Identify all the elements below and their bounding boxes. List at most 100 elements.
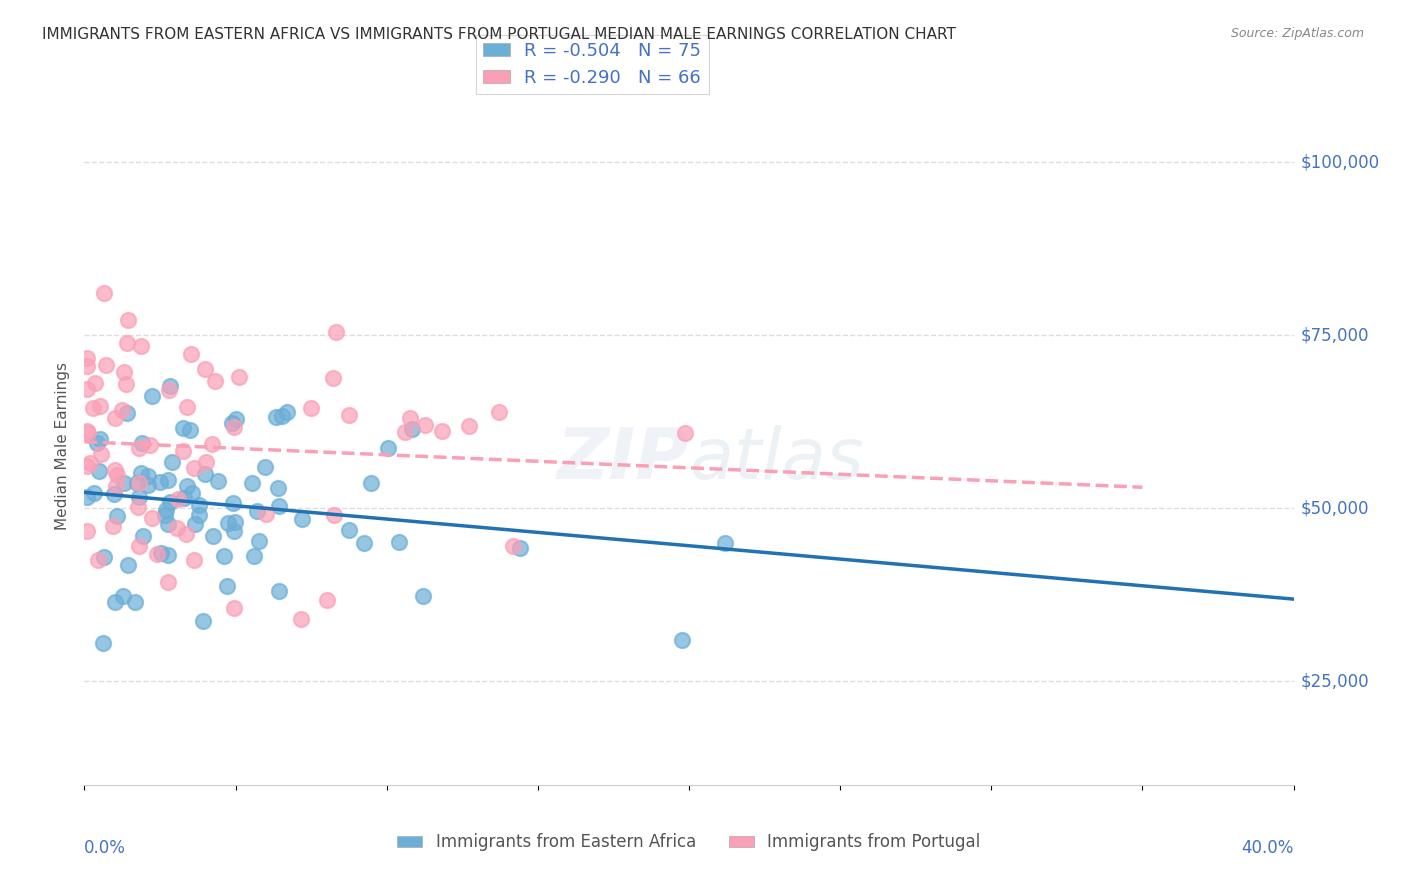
Point <box>112 475 135 490</box>
Point <box>83 486 105 500</box>
Point <box>509 541 531 555</box>
Point <box>246 503 269 517</box>
Point <box>388 535 411 549</box>
Point <box>193 614 215 628</box>
Point <box>240 475 263 490</box>
Point <box>76 424 98 438</box>
Y-axis label: Median Male Earnings: Median Male Earnings <box>55 362 70 530</box>
Point <box>159 495 181 509</box>
Point <box>76 351 98 365</box>
Text: Source: ZipAtlas.com: Source: ZipAtlas.com <box>1230 27 1364 40</box>
Text: $75,000: $75,000 <box>1301 326 1369 344</box>
Point <box>184 516 207 531</box>
Point <box>141 389 163 403</box>
Point <box>82 401 104 416</box>
Point <box>714 536 737 550</box>
Point <box>267 481 290 495</box>
Point <box>488 405 510 419</box>
Point <box>112 365 135 379</box>
Point <box>90 447 112 461</box>
Point <box>671 632 693 647</box>
Point <box>204 374 226 388</box>
Point <box>104 411 127 425</box>
Point <box>87 464 110 478</box>
Point <box>86 435 108 450</box>
Point <box>159 379 181 393</box>
Text: $25,000: $25,000 <box>1301 673 1369 690</box>
Point <box>299 401 322 415</box>
Point <box>149 475 172 490</box>
Point <box>76 425 98 440</box>
Point <box>325 325 347 339</box>
Point <box>76 490 98 504</box>
Point <box>166 521 188 535</box>
Text: 0.0%: 0.0% <box>84 839 127 857</box>
Point <box>89 399 111 413</box>
Legend: Immigrants from Eastern Africa, Immigrants from Portugal: Immigrants from Eastern Africa, Immigran… <box>391 827 987 858</box>
Point <box>222 524 245 538</box>
Point <box>136 469 159 483</box>
Point <box>128 441 150 455</box>
Point <box>224 601 246 615</box>
Point <box>224 420 246 434</box>
Point <box>270 409 292 424</box>
Point <box>79 456 101 470</box>
Point <box>180 347 202 361</box>
Point <box>141 511 163 525</box>
Point <box>87 553 110 567</box>
Point <box>129 466 152 480</box>
Point <box>221 417 243 431</box>
Point <box>129 338 152 352</box>
Point <box>146 547 169 561</box>
Point <box>115 336 138 351</box>
Point <box>200 437 222 451</box>
Point <box>128 476 150 491</box>
Point <box>360 476 382 491</box>
Point <box>91 636 114 650</box>
Point <box>160 455 183 469</box>
Point <box>267 583 290 598</box>
Point <box>105 509 128 524</box>
Point <box>176 400 198 414</box>
Point <box>104 595 127 609</box>
Point <box>157 548 180 562</box>
Point <box>458 418 481 433</box>
Point <box>117 558 139 573</box>
Point <box>243 549 266 563</box>
Point <box>157 384 180 398</box>
Point <box>212 549 235 563</box>
Point <box>247 534 270 549</box>
Point <box>115 377 138 392</box>
Point <box>104 463 127 477</box>
Point <box>225 411 247 425</box>
Point <box>401 422 423 436</box>
Text: ZIP: ZIP <box>557 425 689 494</box>
Point <box>253 460 276 475</box>
Point <box>131 436 153 450</box>
Point <box>76 524 98 538</box>
Point <box>183 553 205 567</box>
Point <box>201 528 224 542</box>
Point <box>290 612 312 626</box>
Point <box>89 432 111 446</box>
Point <box>291 512 314 526</box>
Text: IMMIGRANTS FROM EASTERN AFRICA VS IMMIGRANTS FROM PORTUGAL MEDIAN MALE EARNINGS : IMMIGRANTS FROM EASTERN AFRICA VS IMMIGR… <box>42 27 956 42</box>
Point <box>156 473 179 487</box>
Point <box>394 425 416 440</box>
Point <box>94 358 117 372</box>
Text: atlas: atlas <box>689 425 863 494</box>
Point <box>413 417 436 432</box>
Point <box>93 286 115 301</box>
Point <box>221 496 243 510</box>
Point <box>337 408 360 422</box>
Point <box>399 411 422 425</box>
Point <box>174 527 197 541</box>
Point <box>115 406 138 420</box>
Point <box>176 479 198 493</box>
Point <box>188 508 211 522</box>
Point <box>157 517 180 532</box>
Point <box>207 474 229 488</box>
Point <box>502 539 524 553</box>
Point <box>76 359 98 373</box>
Point <box>266 410 288 425</box>
